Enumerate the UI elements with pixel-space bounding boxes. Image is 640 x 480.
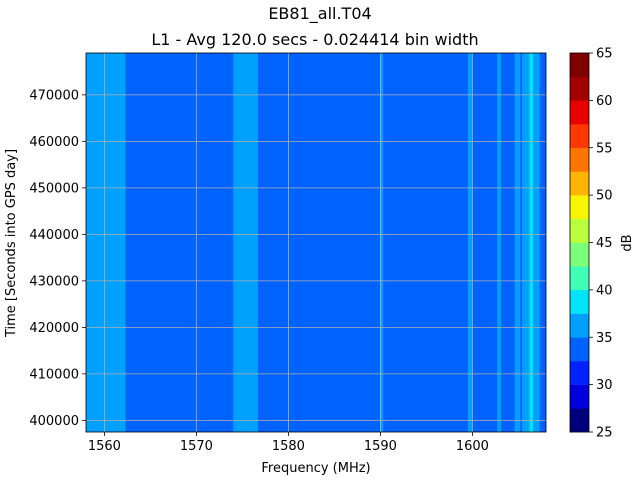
- y-axis-ticks: 400000 410000 420000 430000 440000 450000 4600…: [29, 88, 86, 429]
- colorbar-tick-label: 60: [596, 94, 613, 109]
- colorbar-tick-label: 55: [596, 141, 613, 156]
- colorbar-segment: [570, 147, 589, 172]
- colorbar-segment: [570, 218, 589, 243]
- colorbar-tick-label: 40: [596, 283, 613, 298]
- colorbar-segment: [570, 313, 589, 338]
- heatmap-band-2: [380, 53, 384, 432]
- colorbar-segment: [570, 266, 589, 291]
- x-tick-label: 1580: [272, 439, 305, 454]
- x-tick-label: 1590: [364, 439, 397, 454]
- chart-subtitle: L1 - Avg 120.0 secs - 0.024414 bin width: [151, 30, 478, 49]
- colorbar-segment: [570, 53, 589, 77]
- y-tick-label: 470000: [29, 88, 79, 103]
- plot-area: [85, 52, 547, 433]
- heatmap-band-3: [467, 53, 473, 432]
- heatmap-band-1: [233, 53, 259, 432]
- heatmap-band-0: [86, 53, 126, 432]
- x-tick-label: 1570: [180, 439, 213, 454]
- y-tick-label: 420000: [29, 321, 79, 336]
- colorbar-segment: [570, 171, 589, 196]
- colorbar-tick-label: 45: [596, 236, 613, 251]
- colorbar-segment: [570, 76, 589, 101]
- colorbar-segment: [570, 337, 589, 362]
- y-tick-label: 460000: [29, 135, 79, 150]
- x-tick-label: 1600: [456, 439, 489, 454]
- heatmap-background: [86, 53, 546, 432]
- plot-frame: [85, 52, 547, 433]
- x-axis-ticks: 1560 1570 1580 1590 1600: [88, 432, 489, 454]
- heatmap-band-7: [529, 53, 534, 432]
- colorbar-segment: [570, 360, 589, 385]
- colorbar-tick-label: 30: [596, 378, 613, 393]
- y-tick-label: 430000: [29, 274, 79, 289]
- y-tick-label: 450000: [29, 181, 79, 196]
- chart-title: EB81_all.T04: [268, 4, 371, 24]
- heatmap-band-5: [514, 53, 521, 432]
- colorbar-segment: [570, 242, 589, 267]
- colorbar-label: dB: [620, 234, 635, 251]
- colorbar-segment: [570, 384, 589, 409]
- colorbar-tick-label: 25: [596, 426, 613, 441]
- heatmap-band-4: [497, 53, 501, 432]
- colorbar-tick-label: 50: [596, 189, 613, 204]
- colorbar-segment: [570, 124, 589, 149]
- heatmap-band-6: [522, 53, 530, 432]
- colorbar: 25 30 35 40 45 50 55 60 65: [569, 47, 613, 441]
- y-tick-label: 400000: [29, 414, 79, 429]
- colorbar-tick-label: 65: [596, 47, 613, 62]
- colorbar-segment: [570, 289, 589, 314]
- x-tick-label: 1560: [88, 439, 121, 454]
- colorbar-segment: [570, 100, 589, 125]
- y-axis-label: Time [Seconds into GPS day]: [4, 149, 19, 338]
- heatmap-band-8: [533, 53, 540, 432]
- colorbar-segment: [570, 408, 589, 433]
- colorbar-segment: [570, 195, 589, 220]
- colorbar-tick-label: 35: [596, 331, 613, 346]
- y-tick-label: 410000: [29, 367, 79, 382]
- y-tick-label: 440000: [29, 228, 79, 243]
- x-axis-label: Frequency (MHz): [261, 461, 370, 476]
